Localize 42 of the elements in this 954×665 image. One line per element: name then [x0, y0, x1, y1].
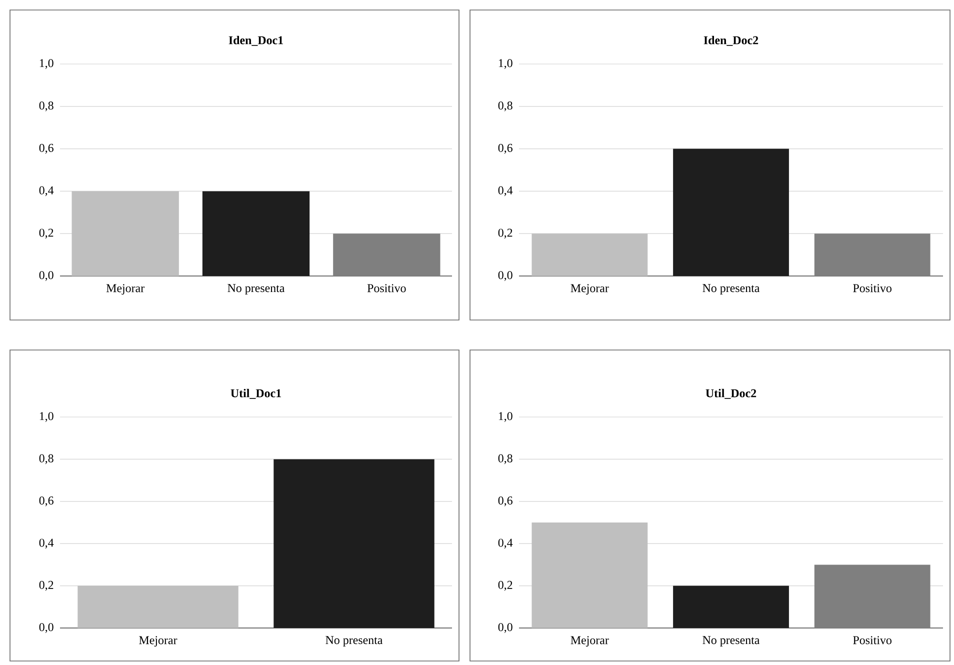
y-tick-label: 0,2	[498, 580, 512, 591]
y-tick-label: 0,8	[498, 101, 512, 112]
y-tick-label: 0,4	[39, 538, 54, 548]
y-tick-label: 1,0	[498, 59, 512, 69]
y-tick-label: 0,8	[39, 101, 54, 112]
y-tick-label: 0,2	[498, 228, 512, 238]
x-tick-label: Positivo	[853, 636, 892, 644]
y-tick-label: 0,6	[498, 144, 512, 154]
y-tick-label: 0,8	[498, 454, 512, 464]
y-tick-label: 0,6	[498, 496, 512, 506]
bar	[673, 586, 789, 628]
y-tick-label: 1,0	[40, 412, 54, 422]
x-tick-label: No presenta	[228, 284, 285, 295]
bar	[532, 522, 648, 628]
x-tick-label: Positivo	[853, 284, 892, 292]
y-tick-label: 0,4	[39, 186, 54, 196]
y-tick-label: 0,0	[498, 623, 512, 633]
chart-title: Iden_Doc2	[704, 36, 758, 46]
y-tick-label: 0,4	[498, 538, 513, 548]
y-tick-label: 1,0	[498, 412, 512, 422]
x-tick-label: No presenta	[326, 636, 383, 647]
x-tick-label: Mejorar	[139, 636, 178, 647]
x-tick-label: Mejorar	[570, 284, 609, 295]
y-tick-label: 0,6	[39, 144, 54, 154]
y-tick-label: 0,8	[39, 454, 54, 464]
chart-title: Iden_Doc1	[228, 36, 283, 46]
y-tick-label: 1,0	[40, 59, 54, 69]
x-tick-label: Positivo	[367, 284, 406, 292]
x-tick-label: No presenta	[702, 284, 760, 295]
y-tick-label: 0,6	[39, 496, 54, 506]
chart-title: Util_Doc2	[706, 388, 756, 399]
y-tick-label: 0,2	[39, 580, 54, 591]
x-tick-label: Mejorar	[570, 636, 609, 647]
y-tick-label: 0,2	[39, 228, 54, 238]
y-tick-label: 0,0	[498, 271, 512, 281]
x-tick-label: Mejorar	[106, 284, 144, 295]
x-tick-label: No presenta	[702, 636, 760, 647]
y-tick-label: 0,0	[39, 271, 54, 281]
chart-title: Util_Doc1	[230, 388, 281, 399]
y-tick-label: 0,0	[39, 623, 54, 633]
bar	[814, 564, 930, 628]
y-tick-label: 0,4	[498, 186, 513, 196]
